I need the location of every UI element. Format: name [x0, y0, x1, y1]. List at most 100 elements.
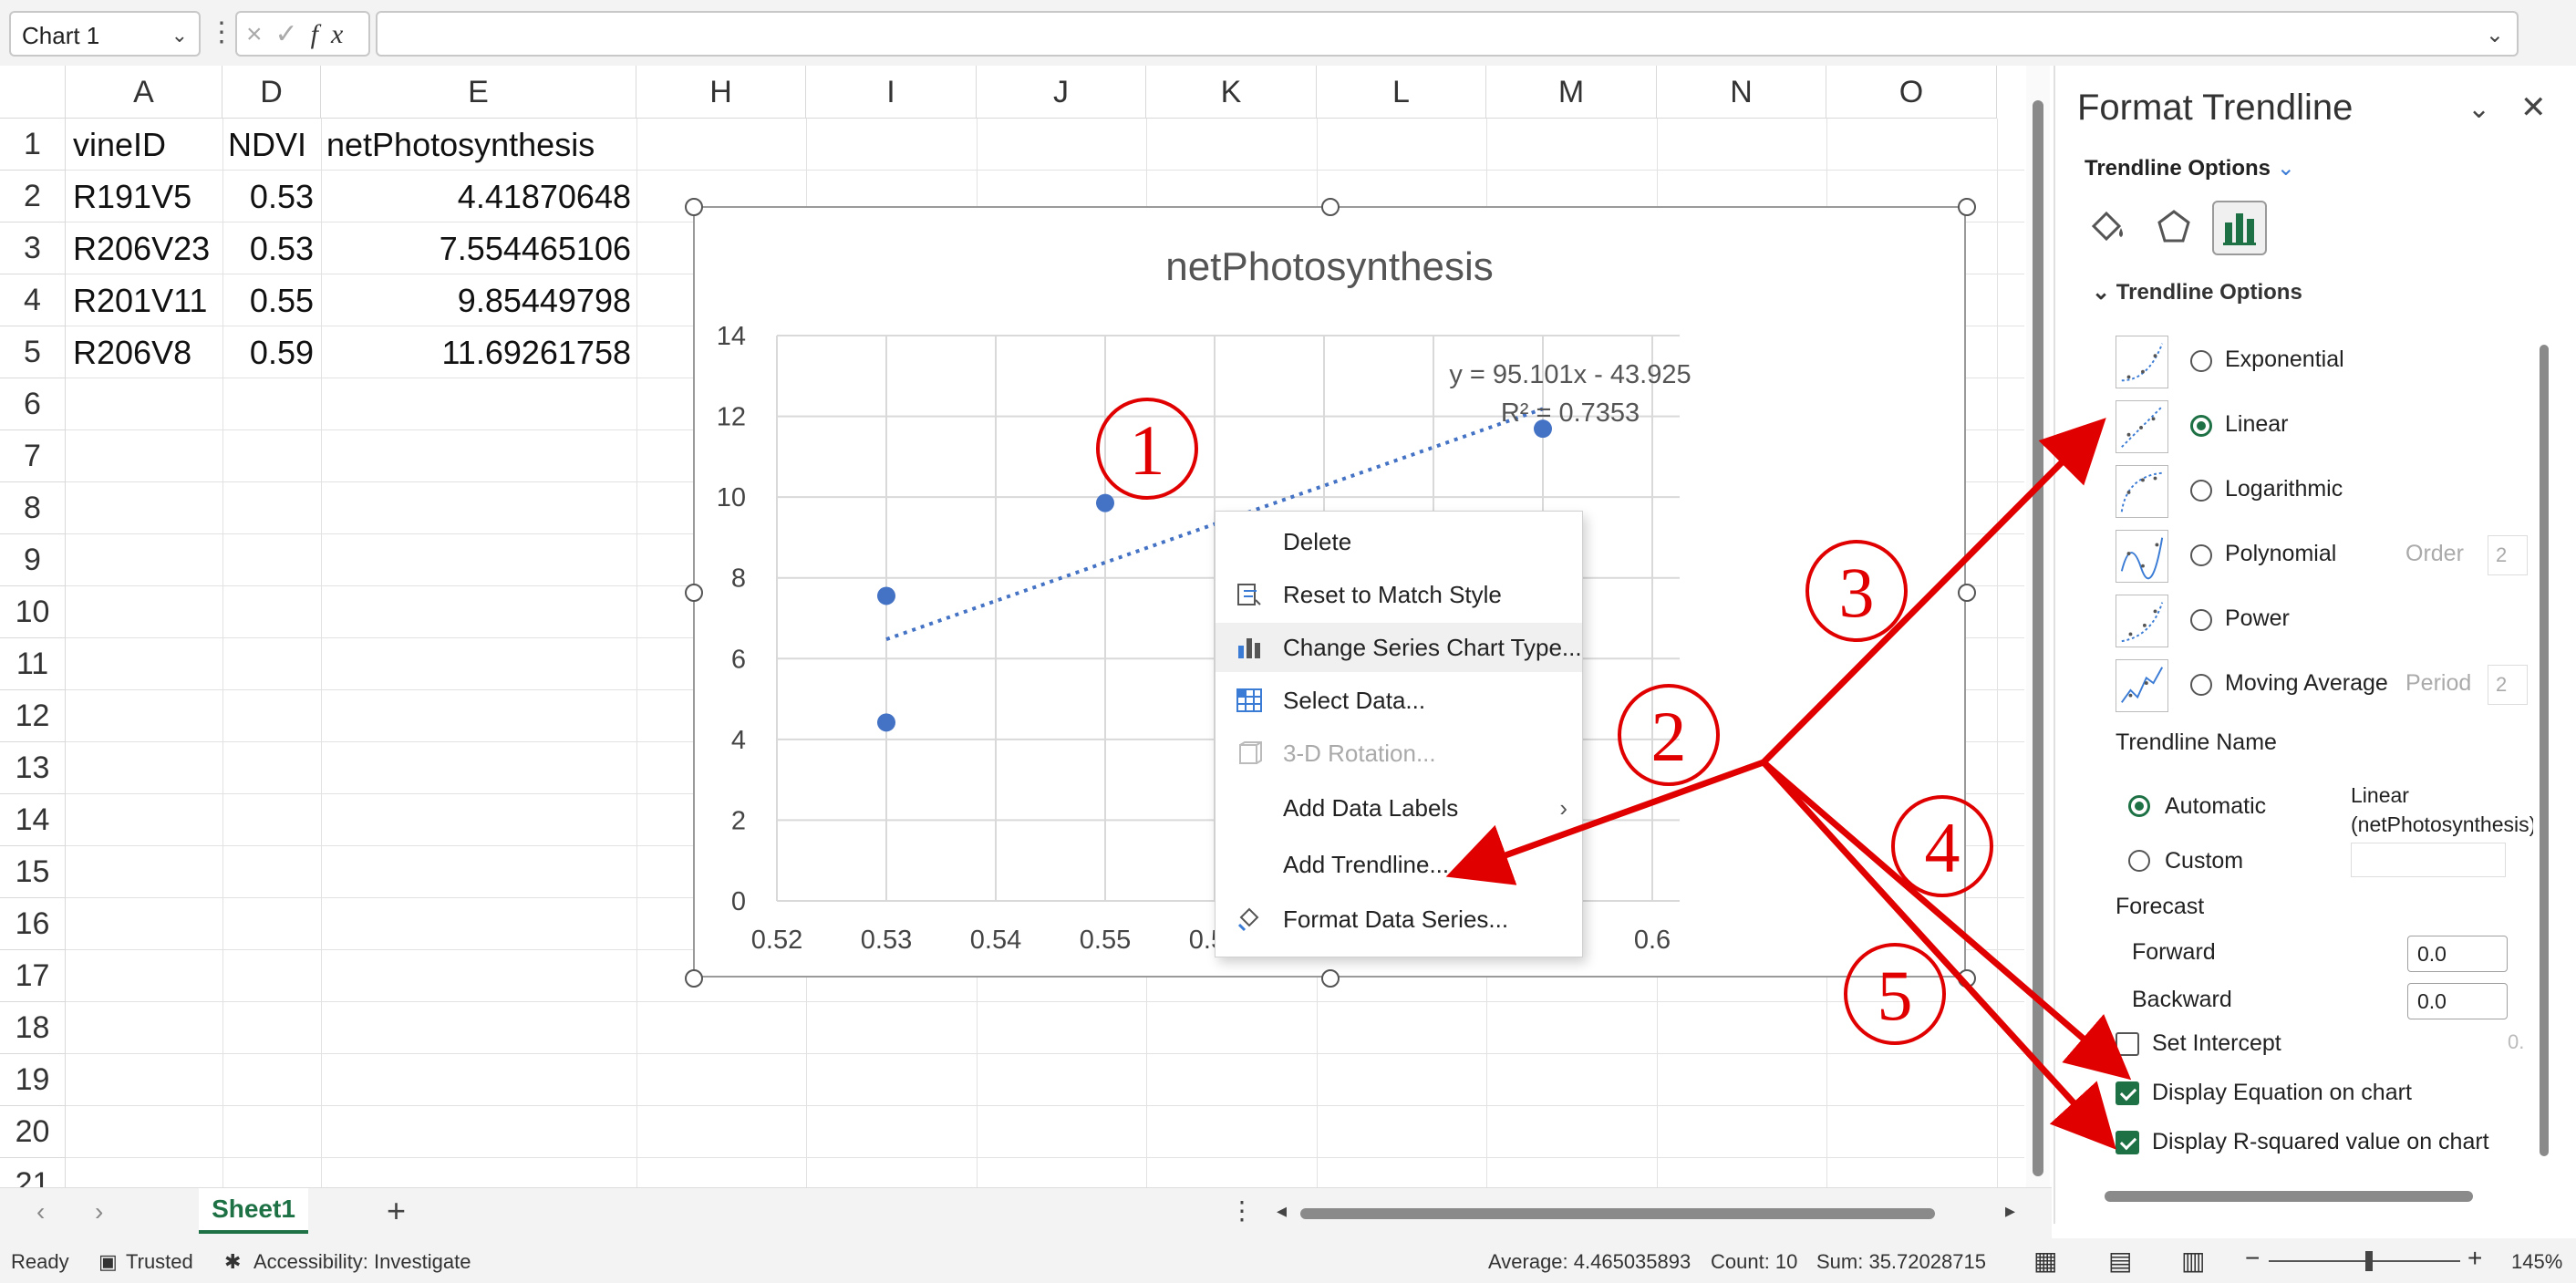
cancel-icon[interactable]: ×: [246, 19, 275, 49]
page-layout-view-icon[interactable]: ▤: [2108, 1247, 2133, 1275]
row-header[interactable]: 19: [0, 1054, 66, 1106]
display-equation-checkbox[interactable]: [2116, 1081, 2139, 1105]
row-header[interactable]: 16: [0, 898, 66, 950]
trend-type-logarithmic[interactable]: Logarithmic: [2055, 460, 2548, 523]
radio-power[interactable]: [2190, 609, 2212, 631]
cell-d5[interactable]: 0.59: [249, 334, 314, 371]
row-header[interactable]: 15: [0, 846, 66, 898]
column-header[interactable]: K: [1146, 66, 1317, 119]
radio-polynomial[interactable]: [2190, 544, 2212, 566]
cell-d3[interactable]: 0.53: [249, 230, 314, 267]
grid-vertical-scrollbar[interactable]: [2026, 66, 2050, 1187]
trendline-equation[interactable]: y = 95.101x - 43.925: [1449, 360, 1691, 389]
row-header[interactable]: 6: [0, 378, 66, 430]
row-header[interactable]: 12: [0, 690, 66, 742]
zoom-out-icon[interactable]: −: [2245, 1244, 2260, 1272]
menu-item-add-trendline[interactable]: Add Trendline...: [1216, 840, 1582, 889]
chevron-right-icon[interactable]: ›: [95, 1197, 104, 1226]
resize-handle-tl[interactable]: [685, 198, 703, 216]
trendline-options-dropdown[interactable]: Trendline Options ⌄: [2085, 155, 2295, 181]
cell-d1[interactable]: NDVI: [228, 126, 307, 163]
zoom-slider-thumb[interactable]: [2365, 1251, 2373, 1271]
column-header[interactable]: M: [1486, 66, 1657, 119]
radio-automatic[interactable]: [2128, 795, 2150, 817]
row-header[interactable]: 21: [0, 1158, 66, 1187]
radio-linear[interactable]: [2190, 415, 2212, 437]
row-header[interactable]: 7: [0, 430, 66, 482]
row-header[interactable]: 3: [0, 222, 66, 274]
resize-handle-t[interactable]: [1321, 198, 1340, 216]
radio-moving-average[interactable]: [2190, 674, 2212, 696]
column-header[interactable]: A: [66, 66, 222, 119]
trend-type-polynomial[interactable]: Polynomial Order 2: [2055, 524, 2548, 588]
menu-item-delete[interactable]: Delete: [1216, 517, 1582, 566]
data-point[interactable]: [1096, 493, 1114, 512]
name-box[interactable]: Chart 1 ⌄: [9, 11, 201, 57]
chart-title[interactable]: netPhotosynthesis: [1165, 244, 1494, 289]
insert-function-icon[interactable]: fx: [310, 19, 357, 49]
row-header[interactable]: 11: [0, 638, 66, 690]
display-r2-checkbox[interactable]: [2116, 1131, 2139, 1154]
cell-a3[interactable]: R206V23: [73, 230, 211, 267]
data-point[interactable]: [877, 713, 895, 732]
select-all-corner[interactable]: [0, 66, 66, 119]
sheet-tab[interactable]: Sheet1: [199, 1188, 308, 1234]
status-sum[interactable]: Sum: 35.72028715: [1816, 1250, 1986, 1273]
status-count[interactable]: Count: 10: [1711, 1250, 1798, 1273]
expand-formula-icon[interactable]: ⌄: [2485, 23, 2504, 47]
menu-item-format-data-series[interactable]: Format Data Series...: [1216, 895, 1582, 944]
trendline-r-squared[interactable]: R² = 0.7353: [1501, 398, 1640, 428]
cell-a2[interactable]: R191V5: [73, 178, 192, 215]
row-header[interactable]: 1: [0, 119, 66, 171]
add-sheet-button[interactable]: +: [387, 1192, 407, 1229]
row-header[interactable]: 17: [0, 950, 66, 1002]
radio-custom[interactable]: [2128, 850, 2150, 872]
set-intercept-checkbox[interactable]: [2116, 1032, 2139, 1056]
row-header[interactable]: 8: [0, 482, 66, 534]
column-header[interactable]: N: [1657, 66, 1826, 119]
row-header[interactable]: 10: [0, 586, 66, 638]
status-accessibility[interactable]: Accessibility: Investigate: [253, 1250, 471, 1273]
scroll-right-icon[interactable]: ▸: [2004, 1199, 2015, 1222]
menu-item-add-data-labels[interactable]: Add Data Labels ›: [1216, 783, 1582, 833]
trend-type-exponential[interactable]: Exponential: [2055, 330, 2548, 394]
zoom-in-icon[interactable]: +: [2467, 1244, 2483, 1272]
cell-e3[interactable]: 7.554465106: [439, 230, 631, 267]
row-header[interactable]: 2: [0, 171, 66, 222]
column-header[interactable]: J: [977, 66, 1146, 119]
menu-item-reset-style[interactable]: Reset to Match Style: [1216, 570, 1582, 619]
column-header[interactable]: L: [1317, 66, 1486, 119]
cell-e2[interactable]: 4.41870648: [457, 178, 631, 215]
forward-input[interactable]: 0.0: [2407, 936, 2508, 972]
pane-horizontal-scrollbar[interactable]: [2077, 1185, 2533, 1207]
status-average[interactable]: Average: 4.465035893: [1488, 1250, 1691, 1273]
cell-a5[interactable]: R206V8: [73, 334, 192, 371]
cell-d2[interactable]: 0.53: [249, 178, 314, 215]
trend-type-moving-average[interactable]: Moving Average Period 2: [2055, 654, 2548, 718]
resize-handle-r[interactable]: [1958, 584, 1976, 602]
column-header[interactable]: E: [321, 66, 636, 119]
chevron-down-icon[interactable]: ⌄: [171, 24, 188, 47]
pane-vertical-scrollbar[interactable]: [2535, 299, 2553, 1211]
more-options-icon[interactable]: ⋮: [208, 17, 235, 47]
radio-exponential[interactable]: [2190, 350, 2212, 372]
row-header[interactable]: 18: [0, 1002, 66, 1054]
scroll-thumb[interactable]: [2033, 100, 2043, 1176]
enter-icon[interactable]: ✓: [274, 19, 311, 49]
resize-handle-b[interactable]: [1321, 969, 1340, 988]
column-header[interactable]: I: [806, 66, 977, 119]
effects-tab-icon[interactable]: [2147, 201, 2201, 255]
section-header[interactable]: ⌄ Trendline Options: [2092, 279, 2302, 305]
normal-view-icon[interactable]: ▦: [2033, 1247, 2058, 1275]
horizontal-scrollbar[interactable]: ◂ ▸: [1277, 1199, 2015, 1225]
trendline-options-tab[interactable]: [2212, 201, 2267, 255]
row-header[interactable]: 4: [0, 274, 66, 326]
resize-handle-br[interactable]: [1958, 969, 1976, 988]
column-header[interactable]: D: [222, 66, 321, 119]
cell-d4[interactable]: 0.55: [249, 282, 314, 319]
page-break-view-icon[interactable]: ▥: [2181, 1247, 2206, 1275]
cell-e5[interactable]: 11.69261758: [441, 334, 631, 371]
row-header[interactable]: 5: [0, 326, 66, 378]
custom-name-input[interactable]: [2351, 843, 2506, 877]
scroll-thumb[interactable]: [2105, 1191, 2473, 1202]
